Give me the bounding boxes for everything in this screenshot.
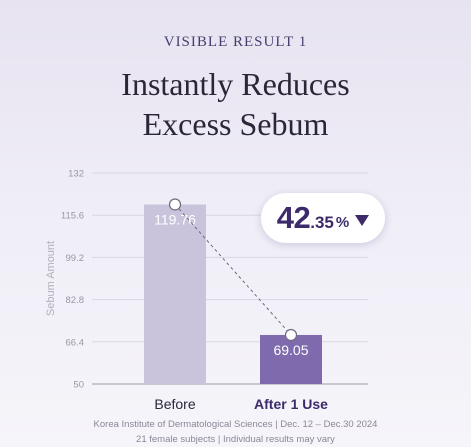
y-tick-label: 115.6 bbox=[61, 211, 84, 222]
footnote-subjects: 21 female subjects | Individual results … bbox=[136, 434, 335, 445]
footnote-source: Korea Institute of Dermatological Scienc… bbox=[93, 419, 378, 430]
y-axis-label: Sebum Amount bbox=[45, 241, 57, 316]
y-tick-label: 99.2 bbox=[66, 253, 85, 264]
y-tick-label: 132 bbox=[68, 169, 84, 180]
y-tick-label: 50 bbox=[73, 380, 84, 391]
trend-connector bbox=[174, 204, 292, 336]
data-label: 69.05 bbox=[273, 342, 308, 358]
reduction-percent: % bbox=[335, 214, 350, 231]
bar bbox=[260, 334, 322, 384]
title-line-1: Instantly Reduces bbox=[121, 66, 350, 102]
title-line-2: Excess Sebum bbox=[142, 106, 329, 142]
data-point bbox=[168, 198, 182, 211]
y-tick-label: 82.8 bbox=[66, 295, 85, 306]
reduction-badge: 42 .35 % bbox=[261, 193, 385, 243]
reduction-whole: 42 bbox=[276, 200, 311, 235]
x-tick-label: After 1 Use bbox=[254, 396, 328, 412]
data-label: 119.76 bbox=[154, 211, 196, 227]
reduction-decimal: .35 bbox=[310, 212, 334, 232]
data-point bbox=[284, 328, 298, 342]
page-title: Instantly Reduces Excess Sebum bbox=[0, 64, 471, 144]
bar bbox=[144, 204, 206, 384]
down-triangle-icon bbox=[355, 214, 370, 226]
eyebrow-label: VISIBLE RESULT 1 bbox=[163, 34, 308, 50]
x-tick-label: Before bbox=[154, 396, 195, 412]
y-tick-label: 66.4 bbox=[66, 337, 85, 348]
